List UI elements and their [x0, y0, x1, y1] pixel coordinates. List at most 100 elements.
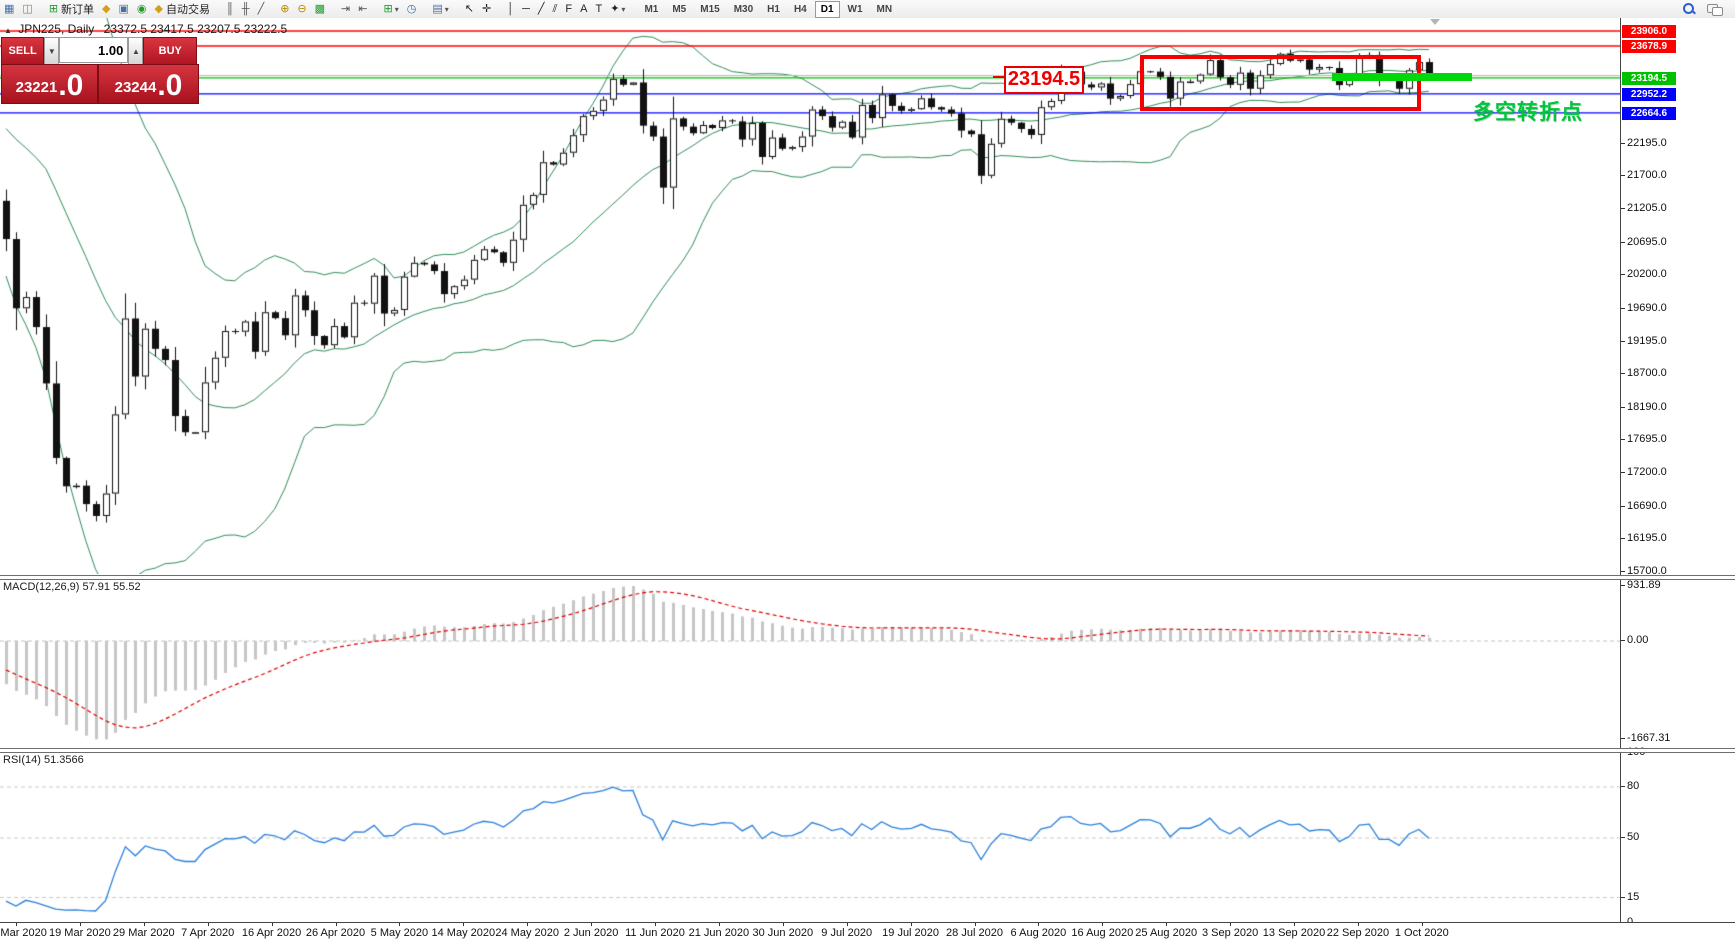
horizontal-line-icon[interactable]: ─ — [519, 1, 533, 17]
date-label: 3 Sep 2020 — [1201, 927, 1259, 939]
sell-price-panel[interactable]: 23221 .0 — [1, 64, 98, 104]
clock-icon[interactable]: ◷ — [404, 1, 420, 17]
autotrading-button-label: 自动交易 — [165, 4, 210, 16]
text-icon[interactable]: A — [577, 1, 590, 17]
consolidation-rectangle[interactable] — [1140, 55, 1421, 111]
buy-button[interactable]: BUY — [143, 37, 198, 65]
price-tick-label: 17695.0 — [1621, 433, 1667, 445]
rsi-tick-label: 15 — [1621, 891, 1639, 903]
date-tick — [143, 923, 145, 926]
timeframe-d1[interactable]: D1 — [814, 0, 840, 18]
templates-icon[interactable]: ▤ ▾ — [429, 1, 451, 17]
vertical-line-icon[interactable]: │ — [504, 1, 517, 17]
shapes-icon: ✦ — [610, 3, 620, 15]
date-label: 21 Jun 2020 — [688, 927, 750, 939]
trendline-icon[interactable]: ╱ — [535, 1, 548, 17]
sell-price-pips: .0 — [58, 69, 84, 102]
label-icon[interactable]: T — [592, 1, 605, 17]
price-tick-label: 19690.0 — [1621, 302, 1667, 314]
buy-price-panel[interactable]: 23244 .0 — [98, 64, 199, 104]
cursor-icon[interactable]: ↖ — [462, 1, 477, 17]
macd-indicator-panel[interactable] — [0, 579, 1620, 747]
tile-windows-icon[interactable]: ▩ — [312, 1, 328, 17]
volume-decrease-button[interactable]: ▼ — [44, 37, 60, 65]
date-tick — [399, 923, 401, 926]
timeframe-m1[interactable]: M1 — [644, 3, 659, 15]
date-label: 19 Mar 2020 — [49, 927, 111, 939]
price-tick-label: 18190.0 — [1621, 401, 1667, 413]
fibonacci-icon[interactable]: F — [562, 1, 575, 17]
clock-icon: ◷ — [406, 3, 417, 15]
fibonacci-icon: F — [565, 3, 573, 15]
chart-shift-icon[interactable]: ⇤ — [355, 1, 370, 17]
terminal-icon[interactable]: ▣ — [116, 1, 132, 17]
timeframe-m30[interactable]: M30 — [733, 3, 754, 15]
profiles-icon[interactable]: ◫ — [19, 1, 35, 17]
date-tick — [1421, 923, 1423, 926]
rsi-indicator-panel[interactable] — [0, 752, 1620, 920]
crosshair-icon[interactable]: ✛ — [479, 1, 494, 17]
add-indicator-icon[interactable]: ⊞ ▾ — [380, 1, 401, 17]
timeframe-m5[interactable]: M5 — [672, 3, 687, 15]
one-click-trading-panel: SELL ▼ ▲ BUY 23221 .0 23244 .0 — [1, 37, 199, 104]
date-tick — [782, 923, 784, 926]
date-label: 28 Jul 2020 — [946, 927, 1003, 939]
chat-icon[interactable] — [1707, 4, 1723, 16]
date-label: 11 Jun 2020 — [625, 927, 685, 939]
chevron-down-icon[interactable]: ▾ — [444, 4, 449, 14]
new-order-button[interactable]: ⊞ 新订单 — [46, 1, 97, 17]
zoom-out-icon[interactable]: ⊖ — [294, 1, 309, 17]
bar-chart-icon[interactable]: ║ — [223, 1, 237, 17]
channel-icon[interactable]: ⫽ — [549, 1, 560, 17]
ohlc-readout: 23372.5 23417.5 23207.5 23222.5 — [103, 22, 288, 36]
new-chart-icon[interactable]: ▦ — [1, 1, 17, 17]
date-tick — [207, 923, 209, 926]
timeframe-m15[interactable]: M15 — [700, 3, 720, 15]
horizontal-line-icon: ─ — [522, 3, 530, 15]
signals-icon[interactable]: ◉ — [134, 1, 150, 17]
price-callout-tick — [993, 76, 1004, 78]
sell-button[interactable]: SELL — [1, 37, 45, 65]
date-label: 1 Oct 2020 — [1394, 927, 1449, 939]
vertical-line-icon: │ — [507, 3, 515, 15]
autotrading-button[interactable]: ◆ 自动交易 — [152, 1, 213, 17]
date-label: 30 Jun 2020 — [752, 927, 814, 939]
panel-separator[interactable] — [0, 575, 1735, 580]
chevron-down-icon[interactable]: ▾ — [621, 4, 626, 14]
date-label: 26 Apr 2020 — [305, 927, 366, 939]
zoom-in-icon[interactable]: ⊕ — [277, 1, 292, 17]
price-tick-label: 15700.0 — [1621, 565, 1667, 577]
support-level-bar[interactable] — [1332, 73, 1472, 81]
timeframe-h4[interactable]: H4 — [793, 3, 807, 15]
chevron-down-icon[interactable]: ▾ — [394, 4, 399, 14]
timeframe-h1[interactable]: H1 — [767, 3, 780, 15]
line-chart-icon[interactable]: ╱ — [255, 1, 268, 17]
price-tick-label: 20200.0 — [1621, 268, 1667, 280]
terminal-icon: ▣ — [118, 3, 129, 15]
collapse-arrow-icon[interactable]: ▲ — [4, 26, 12, 35]
chart-shift-marker-icon[interactable] — [1430, 19, 1440, 25]
metaeditor-icon[interactable]: ◆ — [99, 1, 113, 17]
cursor-icon: ↖ — [464, 3, 474, 15]
price-tick-label: 16195.0 — [1621, 532, 1667, 544]
date-label: 5 May 2020 — [370, 927, 429, 939]
candlestick-chart-icon[interactable]: ╫ — [239, 1, 253, 17]
date-label: 29 Mar 2020 — [112, 927, 175, 939]
volume-input[interactable] — [59, 37, 129, 63]
text-icon: A — [580, 3, 588, 15]
volume-increase-button[interactable]: ▲ — [128, 37, 144, 65]
timeframe-w1[interactable]: W1 — [847, 3, 863, 15]
timeframe-mn[interactable]: MN — [876, 3, 893, 15]
auto-scroll-icon[interactable]: ⇥ — [338, 1, 353, 17]
shapes-icon[interactable]: ✦ ▾ — [607, 1, 628, 17]
macd-tick-label: 0.00 — [1621, 634, 1648, 646]
metaeditor-icon: ◆ — [102, 3, 111, 15]
date-label: 9 Jul 2020 — [821, 927, 873, 939]
chart-title: ▲ JPN225, Daily 23372.5 23417.5 23207.5 … — [4, 22, 287, 36]
price-axis[interactable]: 22195.0 21700.0 21205.0 20695.0 20200.0 19690… — [1620, 18, 1735, 928]
panel-separator[interactable] — [0, 748, 1735, 753]
date-label: 24 May 2020 — [495, 927, 559, 939]
price-callout-label[interactable]: 23194.5 — [1004, 66, 1084, 94]
search-icon[interactable] — [1683, 3, 1696, 15]
